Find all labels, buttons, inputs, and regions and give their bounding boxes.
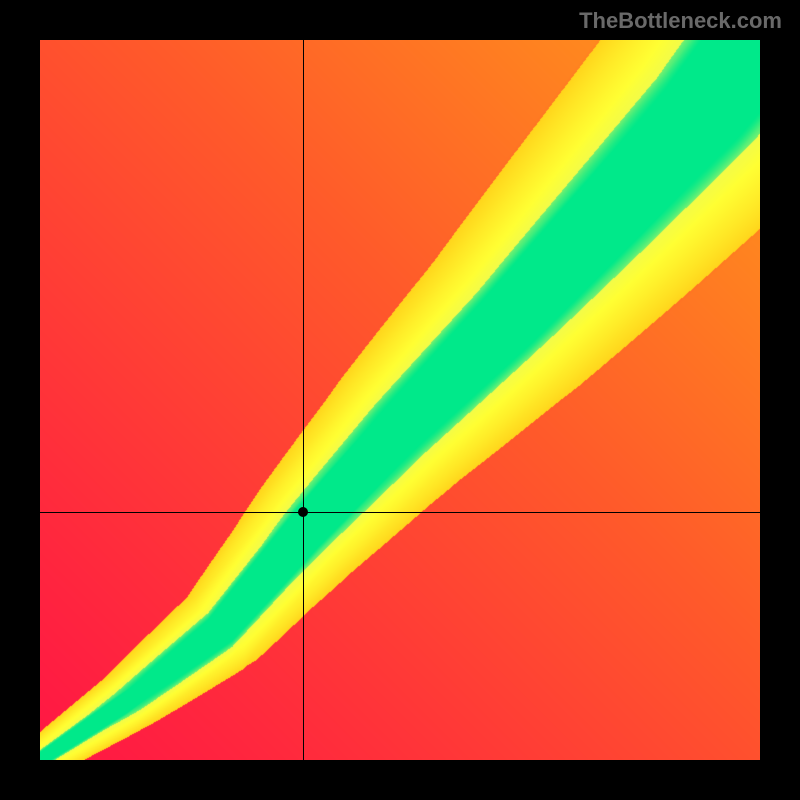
data-point-marker <box>298 507 308 517</box>
crosshair-horizontal <box>40 512 760 513</box>
heatmap-canvas <box>40 40 760 760</box>
crosshair-vertical <box>303 40 304 760</box>
watermark-text: TheBottleneck.com <box>579 8 782 34</box>
heatmap-plot <box>40 40 760 760</box>
